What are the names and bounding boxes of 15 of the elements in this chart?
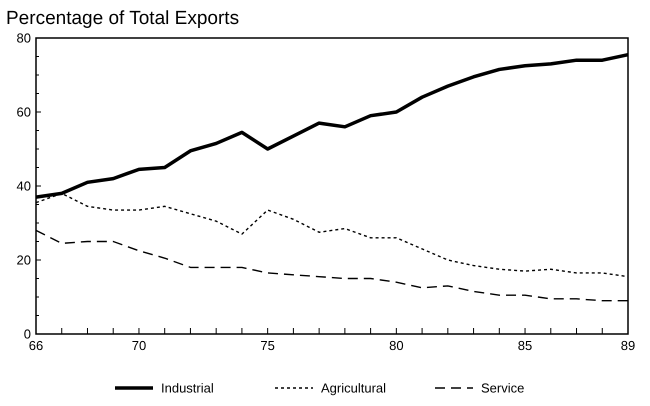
x-tick-label: 89 xyxy=(620,338,636,353)
chart-title: Percentage of Total Exports xyxy=(6,8,240,29)
legend-label: Agricultural xyxy=(321,380,386,396)
x-tick-label: 80 xyxy=(389,338,404,353)
x-tick-label: 85 xyxy=(518,338,532,353)
y-tick-label: 60 xyxy=(16,104,31,120)
legend-label: Service xyxy=(481,380,524,396)
x-tick-label: 70 xyxy=(132,338,146,353)
legend-label: Industrial xyxy=(161,380,214,396)
y-tick-label: 80 xyxy=(16,30,31,46)
y-tick-label: 20 xyxy=(16,252,31,268)
y-tick-label: 40 xyxy=(16,178,31,194)
x-tick-label: 66 xyxy=(28,338,44,353)
y-tick-label: 0 xyxy=(24,326,31,342)
x-tick-label: 75 xyxy=(260,338,275,353)
